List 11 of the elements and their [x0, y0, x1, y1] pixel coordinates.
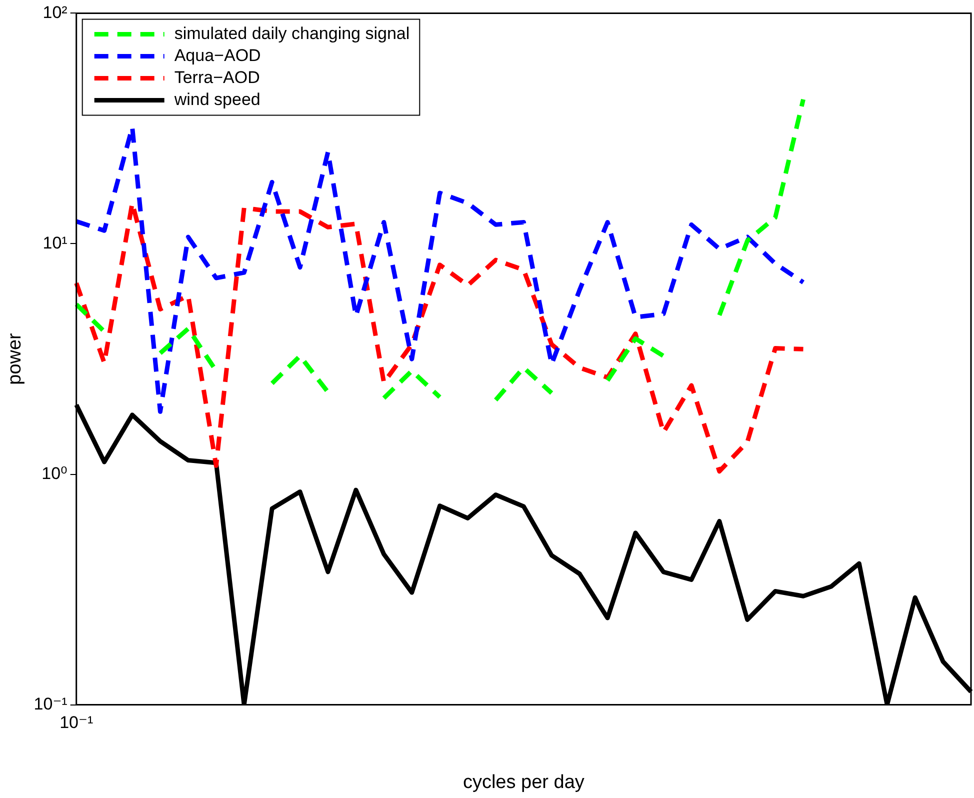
legend-label: simulated daily changing signal [174, 24, 410, 43]
y-tick-label: 10² [42, 2, 68, 22]
y-axis-title: power [4, 332, 26, 385]
y-tick-label: 10⁰ [42, 464, 68, 483]
y-tick-label: 10¹ [42, 233, 68, 252]
text: 10⁻¹ [60, 712, 94, 732]
legend-label: wind speed [173, 90, 260, 109]
legend-label: Aqua−AOD [174, 46, 261, 65]
y-tick-label: 10⁻¹ [34, 694, 68, 714]
x-axis-title: cycles per day [462, 772, 585, 793]
legend-label: Terra−AOD [174, 68, 260, 87]
